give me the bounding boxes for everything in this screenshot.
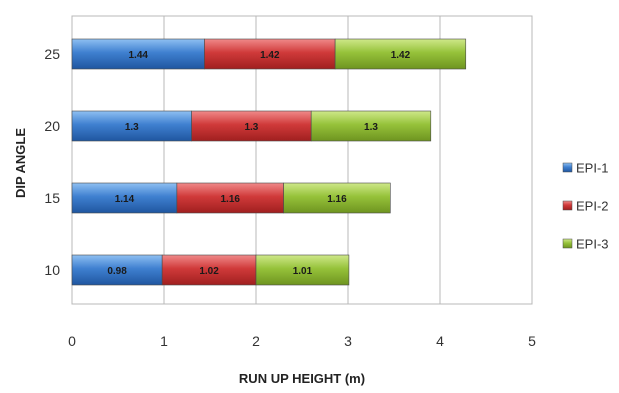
data-label: 1.14	[115, 194, 135, 205]
x-tick-label: 5	[528, 333, 536, 349]
data-label: 1.3	[244, 122, 258, 133]
x-axis-title: RUN UP HEIGHT (m)	[239, 371, 365, 386]
data-label: 1.01	[293, 266, 313, 277]
bars	[71, 38, 467, 286]
legend-label-epi-1: EPI-1	[576, 161, 609, 176]
data-labels: 0.98 1.02 1.01 1.14 1.16 1.16 1.3 1.3 1.3 1.44 1.4…	[107, 50, 410, 277]
plot-area-frame	[71, 15, 533, 305]
y-tick-label: 20	[44, 118, 60, 134]
y-axis-title: DIP ANGLE	[13, 128, 28, 198]
bar-epi-1-25	[71, 38, 205, 70]
bar-epi-3-10	[255, 254, 350, 286]
bar-epi-2-20	[191, 110, 312, 142]
bar-epi-3-20	[310, 110, 432, 142]
x-tick-label: 1	[160, 333, 168, 349]
data-label: 1.42	[260, 50, 280, 61]
bar-epi-1-20	[71, 110, 192, 142]
x-tick-label: 0	[68, 333, 76, 349]
bar-epi-3-15	[283, 182, 391, 214]
legend-swatch-epi-1	[562, 162, 573, 173]
data-label: 1.02	[199, 266, 219, 277]
data-label: 1.16	[221, 194, 241, 205]
legend-swatch-epi-3	[562, 238, 573, 249]
bar-epi-2-15	[176, 182, 284, 214]
data-label: 0.98	[107, 266, 127, 277]
tick-labels: 0 1 2 3 4 5 10 15 20 25	[44, 46, 536, 349]
bar-epi-3-25	[334, 38, 467, 70]
bar-epi-1-10	[71, 254, 163, 286]
legend: EPI-1 EPI-2 EPI-3	[562, 161, 609, 252]
bar-epi-2-25	[204, 38, 336, 70]
legend-label-epi-3: EPI-3	[576, 237, 609, 252]
data-label: 1.3	[364, 122, 378, 133]
data-label: 1.44	[129, 50, 149, 61]
x-tick-label: 2	[252, 333, 260, 349]
x-tick-label: 3	[344, 333, 352, 349]
bar-epi-2-10	[161, 254, 257, 286]
data-label: 1.16	[327, 194, 347, 205]
y-tick-label: 25	[44, 46, 60, 62]
legend-swatch-epi-2	[562, 200, 573, 211]
data-label: 1.42	[391, 50, 411, 61]
data-label: 1.3	[125, 122, 139, 133]
x-tick-label: 4	[436, 333, 444, 349]
y-tick-label: 15	[44, 190, 60, 206]
y-tick-label: 10	[44, 262, 60, 278]
legend-label-epi-2: EPI-2	[576, 199, 609, 214]
